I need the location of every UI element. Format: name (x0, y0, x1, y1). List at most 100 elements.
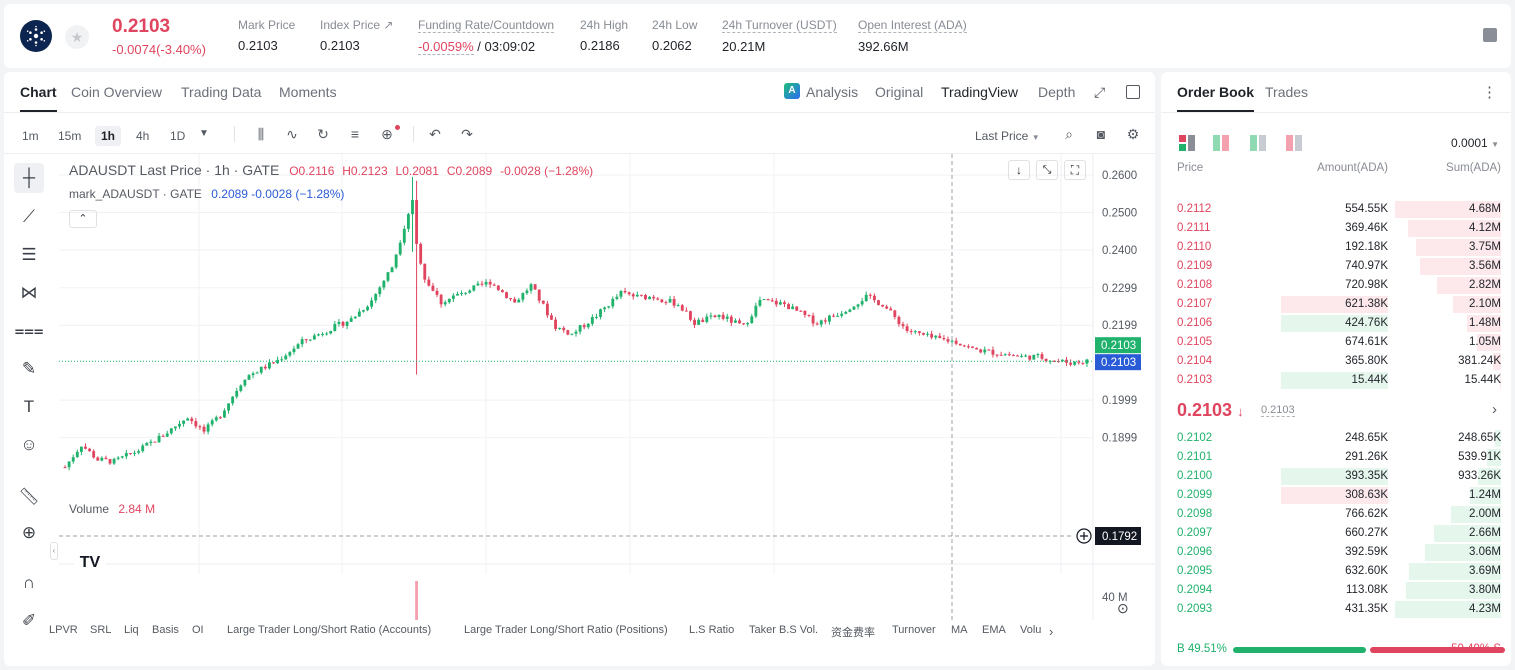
magnet-icon[interactable]: ∩ (22, 573, 36, 592)
bid-row[interactable]: 0.2101 291.26K 539.91K (1161, 448, 1511, 467)
ind-ema[interactable]: EMA (982, 624, 1006, 636)
chevron-right-icon[interactable]: › (1492, 401, 1497, 418)
bid-row[interactable]: 0.2093 431.35K 4.23M (1161, 600, 1511, 619)
ask-row[interactable]: 0.2107 621.38K 2.10M (1161, 295, 1511, 314)
ask-row[interactable]: 0.2110 192.18K 3.75M (1161, 238, 1511, 257)
arrow-down-icon[interactable]: ↓ (1008, 160, 1030, 180)
ask-row[interactable]: 0.2103 15.44K 15.44K (1161, 371, 1511, 390)
bid-row[interactable]: 0.2095 632.60K 3.69M (1161, 562, 1511, 581)
ind-lpvr[interactable]: LPVR (49, 624, 78, 636)
bid-row[interactable]: 0.2097 660.27K 2.66M (1161, 524, 1511, 543)
candle-body (231, 396, 235, 404)
chart-settings-icon[interactable]: ⊙ (1117, 600, 1129, 616)
fullscreen-icon[interactable]: ⛶ (1064, 160, 1086, 180)
candle-body (406, 214, 410, 229)
pattern-icon[interactable]: ⋈ (20, 283, 38, 302)
ind-turnover[interactable]: Turnover (892, 624, 936, 636)
gear-icon[interactable]: ⚙ (1126, 126, 1140, 142)
ind-oi[interactable]: OI (192, 624, 204, 636)
ind-basis[interactable]: Basis (152, 624, 179, 636)
collapse-legend-icon[interactable]: ⌃ (69, 210, 97, 228)
tf-1h[interactable]: 1h (95, 126, 122, 146)
tab-original[interactable]: Original (875, 84, 924, 100)
ind-ls-ratio[interactable]: L.S Ratio (689, 624, 735, 636)
tf-1m[interactable]: 1m (22, 129, 39, 143)
ask-row[interactable]: 0.2106 424.76K 1.48M (1161, 314, 1511, 333)
replay-icon[interactable]: ↻ (317, 126, 329, 142)
tab-analysis[interactable]: Analysis (806, 84, 859, 100)
ind-liq[interactable]: Liq (124, 624, 139, 636)
crosshair-icon[interactable]: ┼ (14, 163, 44, 193)
price-type-select[interactable]: Last Price ▼ (969, 126, 1046, 146)
precision-select[interactable]: 0.0001 ▼ (1451, 136, 1499, 150)
trend-line-icon[interactable]: ⟋ (23, 207, 35, 226)
depth-bar (1477, 468, 1501, 485)
ind-funding[interactable]: 资金费率 (831, 627, 875, 639)
ask-row[interactable]: 0.2111 369.46K 4.12M (1161, 219, 1511, 238)
tab-trades[interactable]: Trades (1265, 84, 1309, 100)
stat-label[interactable]: Index Price ↗ (320, 18, 394, 32)
brush-icon[interactable]: ✎ (21, 359, 37, 378)
camera-icon[interactable]: ◙ (1096, 126, 1106, 142)
ind-lt-accounts[interactable]: Large Trader Long/Short Ratio (Accounts) (227, 624, 432, 636)
bid-row[interactable]: 0.2096 392.59K 3.06M (1161, 543, 1511, 562)
ind-taker-vol[interactable]: Taker B.S Vol. (749, 624, 819, 636)
add-indicator-icon[interactable]: ⊕ (381, 126, 393, 142)
fib-icon[interactable]: ⩶ (14, 321, 44, 340)
ind-volume[interactable]: Volu (1020, 624, 1042, 636)
bid-row[interactable]: 0.2098 766.62K 2.00M (1161, 505, 1511, 524)
ask-row[interactable]: 0.2104 365.80K 381.24K (1161, 352, 1511, 371)
favorite-star-icon[interactable]: ★ (65, 25, 89, 49)
tab-chart[interactable]: Chart (20, 84, 57, 112)
collapse-toolbar-icon[interactable]: ‹ (50, 542, 58, 560)
ai-analysis-icon[interactable]: A (784, 83, 800, 99)
expand-icon[interactable]: ⤢ (1094, 84, 1106, 100)
templates-icon[interactable]: ≡ (350, 126, 360, 142)
stat-label[interactable]: Funding Rate/Countdown (418, 18, 555, 33)
ind-srl[interactable]: SRL (90, 624, 112, 636)
tab-tradingview[interactable]: TradingView (941, 84, 1019, 100)
indicators-icon[interactable]: ∿ (286, 126, 298, 142)
tf-1d[interactable]: 1D (170, 129, 186, 143)
tab-moments[interactable]: Moments (279, 84, 337, 100)
ask-row[interactable]: 0.2112 554.55K 4.68M (1161, 200, 1511, 219)
tab-depth[interactable]: Depth (1038, 84, 1076, 100)
view-bids-icon[interactable] (1250, 135, 1266, 151)
ask-row[interactable]: 0.2105 674.61K 1.05M (1161, 333, 1511, 352)
horizontal-lines-icon[interactable]: ☰ (21, 245, 37, 264)
window-icon[interactable] (1126, 85, 1140, 99)
view-asks-icon[interactable] (1286, 135, 1302, 151)
ruler-icon[interactable]: 📏︎ (18, 487, 40, 506)
pencil-icon[interactable]: ✐ (21, 611, 37, 630)
tf-4h[interactable]: 4h (136, 129, 150, 143)
candle-type-icon[interactable]: ⫼ (257, 126, 265, 142)
more-icon[interactable]: ⋮ (1482, 84, 1497, 101)
collapse-icon[interactable]: ⤡ (1036, 160, 1058, 180)
bid-row[interactable]: 0.2099 308.63K 1.24M (1161, 486, 1511, 505)
undo-icon[interactable]: ↶ (429, 126, 441, 142)
emoji-icon[interactable]: ☺ (20, 435, 38, 454)
redo-icon[interactable]: ↷ (461, 126, 473, 142)
index-price-stat[interactable]: Index Price ↗ 0.2103 (320, 18, 393, 53)
text-icon[interactable]: T (23, 397, 35, 416)
tab-trading-data[interactable]: Trading Data (181, 84, 262, 100)
view-both-icon[interactable] (1179, 135, 1195, 151)
zoom-icon[interactable]: ⊕ (21, 523, 37, 542)
ask-row[interactable]: 0.2109 740.97K 3.56M (1161, 257, 1511, 276)
search-icon[interactable]: ⌕ (1065, 126, 1073, 142)
bid-row[interactable]: 0.2100 393.35K 933.26K (1161, 467, 1511, 486)
chevron-down-icon[interactable]: ▼ (199, 128, 209, 139)
volume-value: 2.84 M (118, 502, 156, 516)
bid-row[interactable]: 0.2102 248.65K 248.65K (1161, 429, 1511, 448)
view-split-icon[interactable] (1213, 135, 1229, 151)
ind-lt-positions[interactable]: Large Trader Long/Short Ratio (Positions… (464, 624, 668, 636)
chevron-right-icon[interactable]: › (1049, 624, 1054, 639)
book-icon[interactable] (1483, 28, 1497, 42)
ind-ma[interactable]: MA (951, 624, 968, 636)
tab-order-book[interactable]: Order Book (1177, 84, 1255, 112)
tf-15m[interactable]: 15m (58, 129, 82, 143)
bid-row[interactable]: 0.2094 113.08K 3.80M (1161, 581, 1511, 600)
ask-row[interactable]: 0.2108 720.98K 2.82M (1161, 276, 1511, 295)
price-chart[interactable]: 0.2600 0.2500 0.2400 0.2299 0.2199 0.1999 0.18… (59, 154, 1155, 620)
tab-coin-overview[interactable]: Coin Overview (71, 84, 163, 100)
